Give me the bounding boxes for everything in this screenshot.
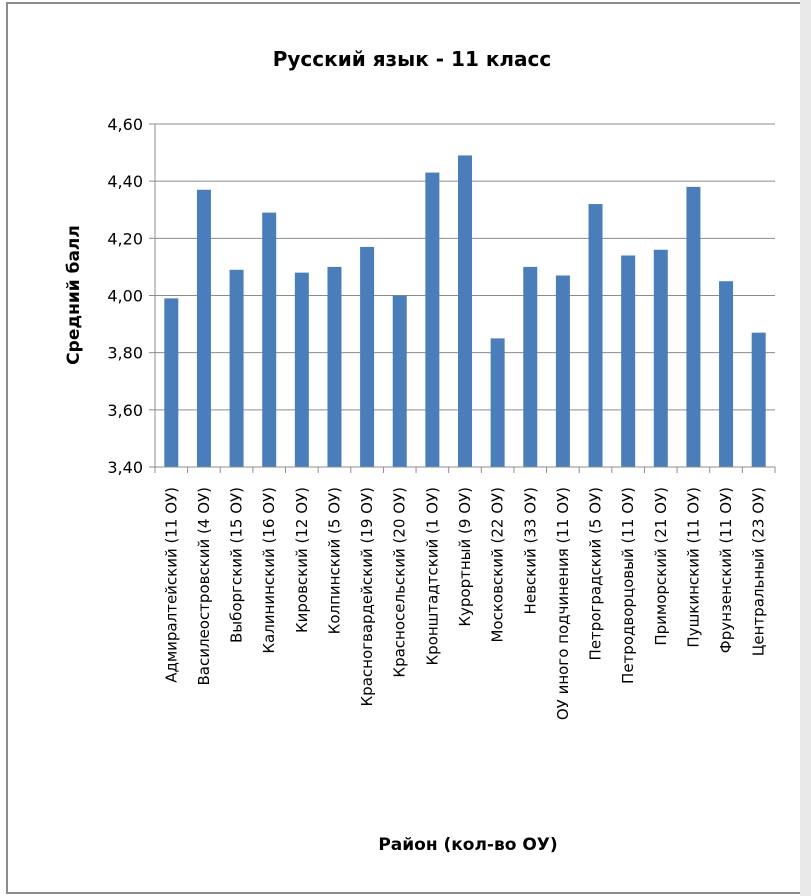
x-tick-label: Василеостровский (4 ОУ): [195, 487, 213, 686]
y-tick-label: 3,80: [107, 344, 143, 363]
bar: [164, 298, 179, 467]
bar: [588, 204, 603, 468]
bar: [653, 249, 668, 467]
x-tick-label: Адмиралтейский (11 ОУ): [162, 487, 180, 683]
x-tick-label: Калининский (16 ОУ): [260, 487, 278, 654]
bar: [686, 186, 701, 467]
x-tick-label: Фрунзенский (11 ОУ): [717, 487, 735, 653]
bar: [458, 155, 472, 468]
x-tick-label: Петродворцовый (11 ОУ): [619, 487, 637, 684]
y-axis-title: Средний балл: [64, 225, 84, 365]
y-tick-label: 3,60: [107, 401, 143, 420]
x-tick-label: Кировский (12 ОУ): [293, 487, 311, 633]
x-tick-label: Невский (33 ОУ): [521, 487, 539, 614]
x-tick-label: Пушкинский (11 ОУ): [684, 487, 702, 648]
x-tick-label: Центральный (23 ОУ): [750, 487, 768, 656]
x-tick-labels: Адмиралтейский (11 ОУ) Василеостровский (…: [162, 487, 767, 720]
bar: [327, 266, 342, 467]
y-tick-label: 4,20: [107, 229, 143, 248]
bar: [196, 189, 211, 467]
x-tick-label: Петроградский (5 ОУ): [587, 487, 605, 660]
x-tick-label: ОУ иного подчинения (11 ОУ): [554, 487, 572, 720]
y-tick-label: 4,60: [107, 115, 143, 134]
bar: [751, 332, 766, 467]
chart-title: Русский язык - 11 класс: [273, 47, 552, 71]
bars: [164, 155, 766, 468]
y-tick-label: 3,40: [107, 458, 143, 477]
x-tick-label: Московский (22 ОУ): [489, 487, 507, 643]
bar: [360, 246, 375, 467]
x-tick-label: Кронштадтский (1 ОУ): [423, 487, 441, 665]
y-tick-labels: 3,40 3,60 3,80 4,00 4,20 4,40 4,60: [107, 115, 143, 477]
axes: [154, 124, 776, 473]
bar: [262, 212, 277, 467]
bar: [229, 269, 244, 467]
y-tick-label: 4,40: [107, 172, 143, 191]
bar: [490, 338, 505, 467]
x-axis-title: Район (кол-во ОУ): [378, 835, 557, 855]
x-tick-label: Приморский (21 ОУ): [652, 487, 670, 646]
bar: [621, 255, 636, 467]
window-edge: [800, 0, 811, 896]
bar: [392, 295, 407, 467]
x-tick-label: Курортный (9 ОУ): [456, 487, 474, 627]
bar: [523, 266, 538, 467]
x-tick-label: Выборгский (15 ОУ): [228, 487, 246, 643]
y-tick-label: 4,00: [107, 287, 143, 306]
x-tick-label: Красносельский (20 ОУ): [391, 487, 409, 678]
bar: [555, 275, 570, 467]
bar: [719, 281, 734, 467]
x-tick-label: Колпинский (5 ОУ): [325, 487, 343, 634]
bar: [425, 172, 440, 467]
x-tick-label: Красногвардейский (19 ОУ): [358, 487, 376, 706]
bar: [294, 272, 309, 467]
